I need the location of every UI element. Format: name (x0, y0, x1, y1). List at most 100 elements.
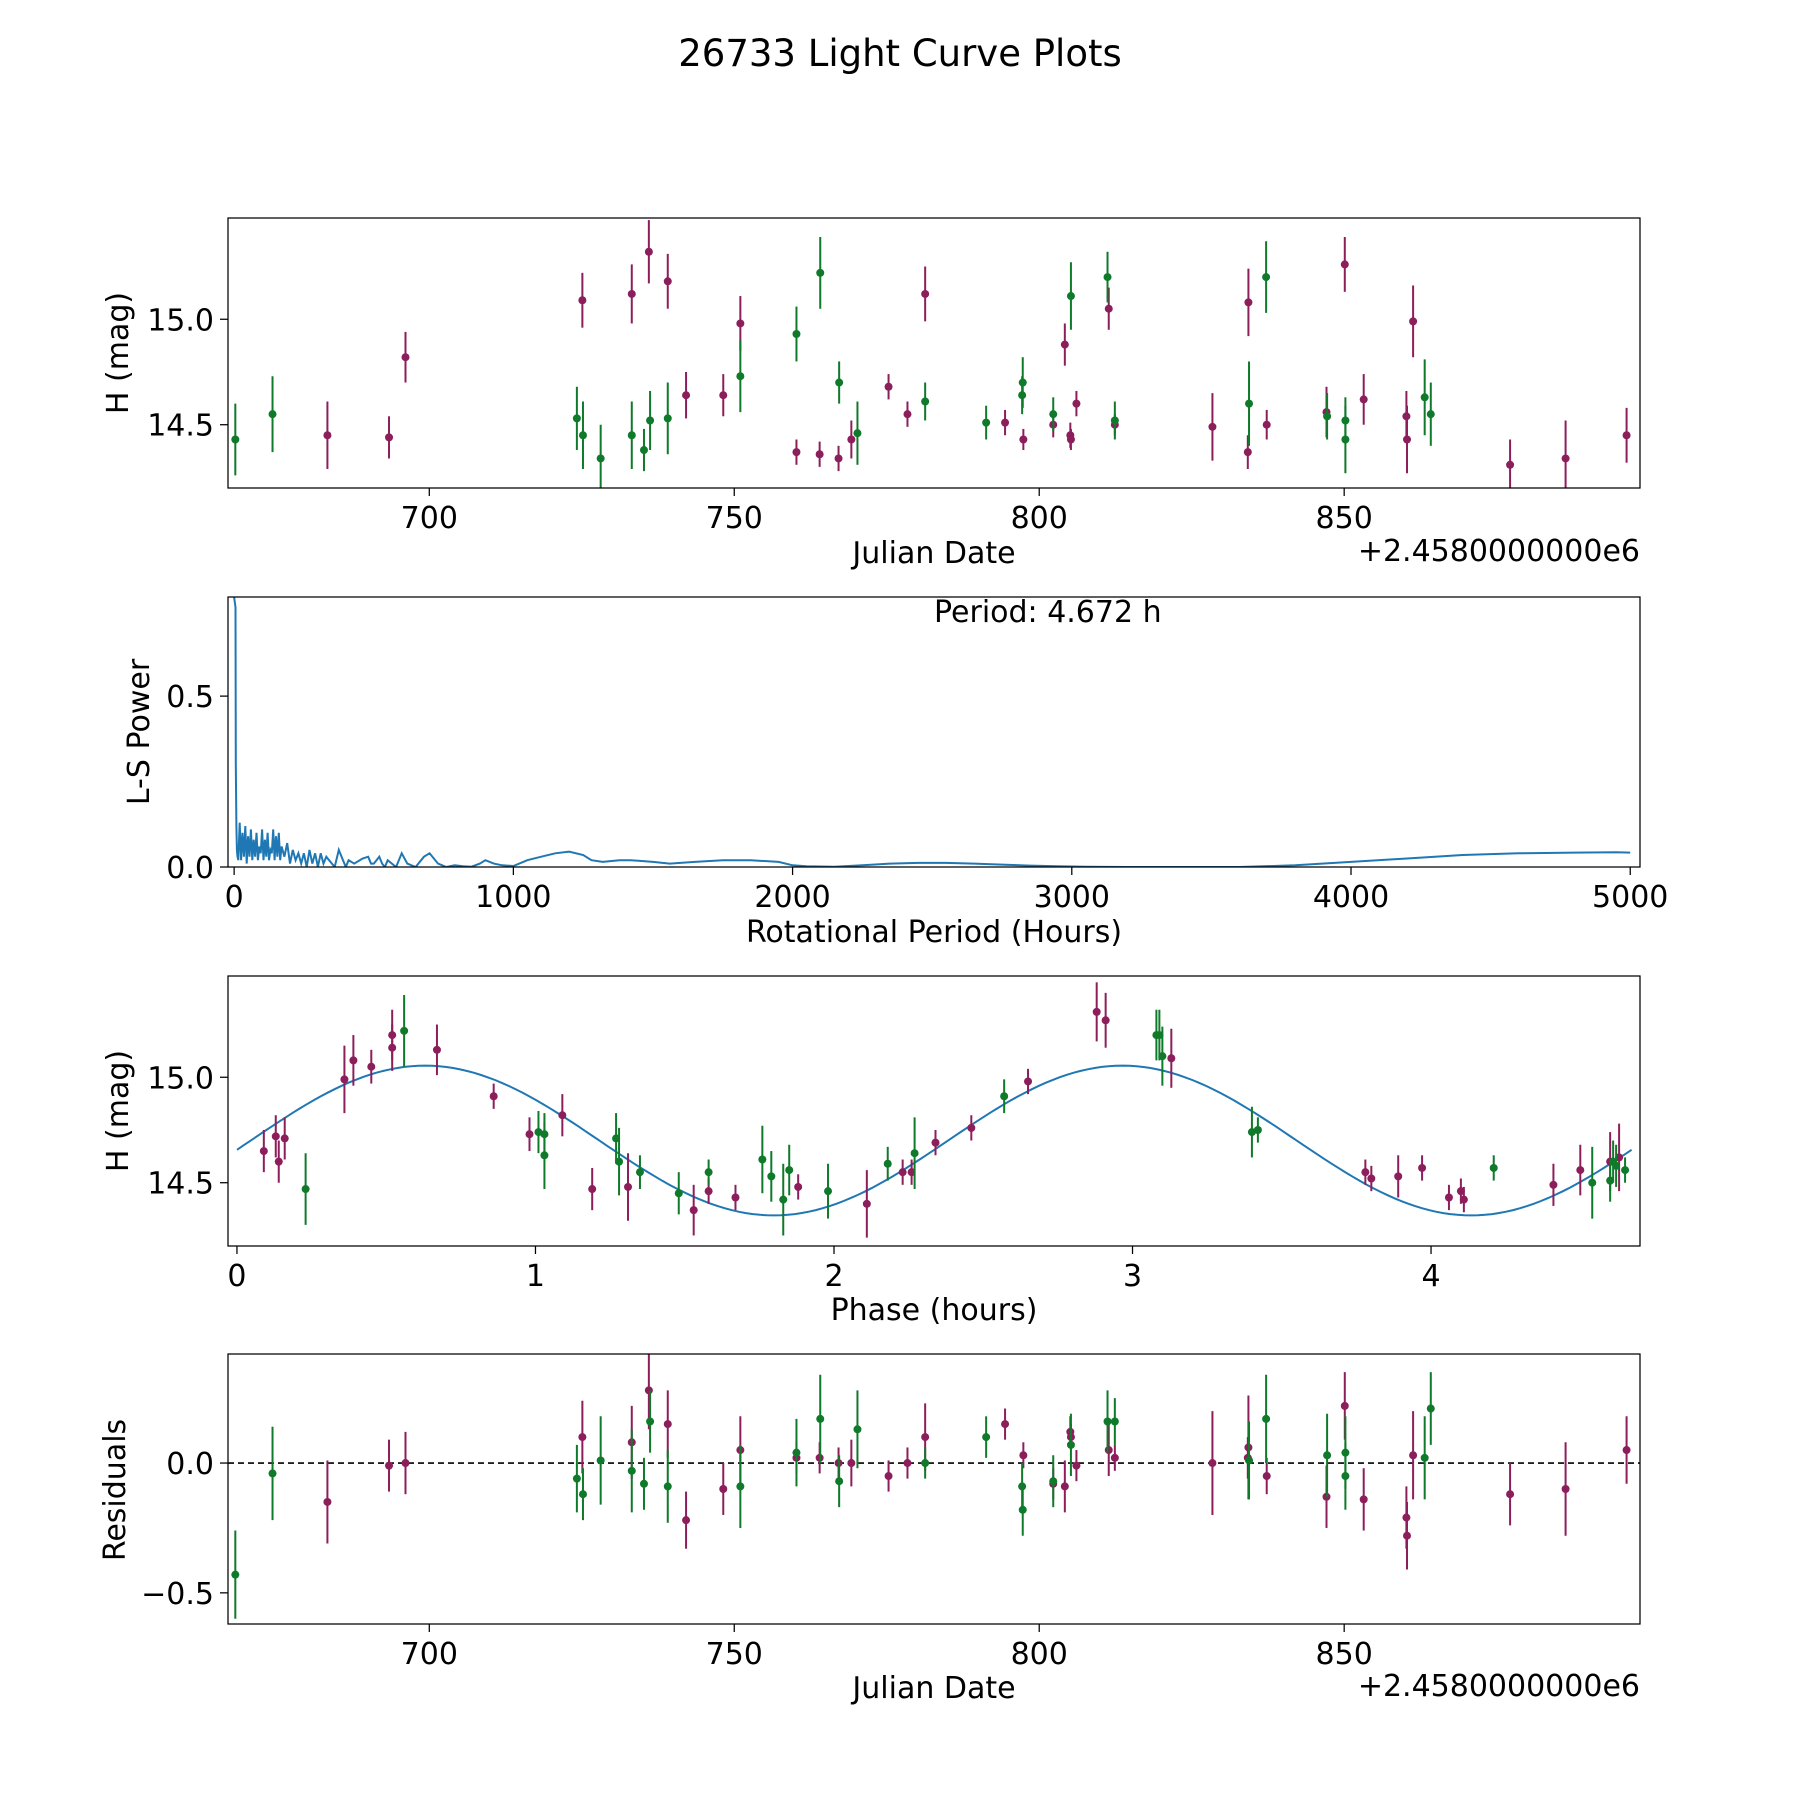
residuals-green-point (639, 1479, 648, 1488)
phase-curve-green-point (301, 1185, 310, 1194)
residuals-green-point (1018, 1505, 1027, 1514)
residuals-red-point (385, 1461, 394, 1470)
light-curve-green-point (268, 410, 277, 419)
phase-curve-red-point (1576, 1166, 1585, 1175)
light-curve-green-point (596, 454, 605, 463)
phase-curve-xlabel: Phase (hours) (831, 1293, 1038, 1328)
residuals-green-point (1245, 1456, 1254, 1465)
phase-curve-green-point (704, 1168, 713, 1177)
phase-curve-green-point (779, 1195, 788, 1204)
residuals-red-point (1340, 1401, 1349, 1410)
residuals-green-point (572, 1474, 581, 1483)
phase-curve-ytick-label: 15.0 (147, 1061, 214, 1096)
phase-curve-frame (227, 975, 1641, 1247)
phase-curve-green-point (767, 1172, 776, 1181)
phase-curve-xtick-label: 3 (1123, 1259, 1142, 1294)
phase-curve-green-point (824, 1187, 833, 1196)
residuals-green-point (1066, 1440, 1075, 1449)
phase-curve-ytick-label: 14.5 (147, 1167, 214, 1202)
phase-curve-green-point (785, 1166, 794, 1175)
panel-periodogram: 0 1000 2000 3000 4000 5000 0.0 0.5 Period: 4.67… (122, 595, 1668, 950)
residuals-ylabel: Residuals (98, 1419, 133, 1561)
phase-curve-green-point (674, 1189, 683, 1198)
light-curve-green-point (572, 414, 581, 423)
phase-curve-green-point (1253, 1125, 1262, 1134)
light-curve-xlabel: Julian Date (850, 536, 1015, 571)
figure-title: 26733 Light Curve Plots (678, 32, 1122, 75)
periodogram-xtick-label: 2000 (754, 880, 830, 915)
light-curve-red-point (1506, 460, 1515, 469)
residuals-red-point (1001, 1420, 1010, 1429)
light-curve-green-point (1426, 410, 1435, 419)
phase-curve-red-point (1167, 1054, 1176, 1063)
phase-curve-red-point (367, 1062, 376, 1071)
residuals-frame (227, 1353, 1641, 1625)
phase-curve-green-point (615, 1157, 624, 1166)
light-curve-red-point (663, 277, 672, 286)
residuals-green-point (1110, 1417, 1119, 1426)
light-curve-red-point (1208, 422, 1217, 431)
panel-light-curve: 700 750 800 850 14.5 15.0 Julian Date H (mag)… (101, 217, 1641, 571)
phase-curve-green-point (883, 1159, 892, 1168)
phase-curve-red-point (862, 1199, 871, 1208)
phase-curve-red-point (624, 1182, 633, 1191)
residuals-green-point (1341, 1472, 1350, 1481)
residuals-green-point (921, 1459, 930, 1468)
residuals-red-point (1262, 1472, 1271, 1481)
light-curve-green-point (1103, 273, 1112, 282)
light-curve-green-point (578, 431, 587, 440)
light-curve-red-point (1066, 435, 1075, 444)
phase-curve-xtick-label: 0 (227, 1259, 246, 1294)
residuals-green-point (982, 1433, 991, 1442)
residuals-xtick-label: 750 (706, 1637, 763, 1672)
light-curve-red-point (1340, 260, 1349, 269)
residuals-green-point (1420, 1453, 1429, 1462)
light-curve-red-point (1262, 420, 1271, 429)
light-curve-red-point (682, 391, 691, 400)
residuals-green-point (736, 1482, 745, 1491)
residuals-green-point (1323, 1451, 1332, 1460)
light-curve-green-point (1049, 410, 1058, 419)
residuals-xtick-label: 850 (1316, 1637, 1373, 1672)
light-curve-red-point (1244, 298, 1253, 307)
light-curve-red-point (1403, 435, 1412, 444)
light-curve-xtick-label: 700 (401, 501, 458, 536)
light-curve-red-point (1072, 399, 1081, 408)
periodogram-ylabel: L-S Power (122, 658, 157, 805)
panel-phase-curve: 0 1 2 3 4 14.5 15.0 Phase (hours) H (mag) (101, 975, 1641, 1328)
residuals-green-point (578, 1490, 587, 1499)
phase-curve-red-point (1418, 1163, 1427, 1172)
light-curve-red-point (1359, 395, 1368, 404)
residuals-xtick-label: 700 (401, 1637, 458, 1672)
residuals-xlabel: Julian Date (850, 1671, 1015, 1706)
phase-curve-green-point (758, 1155, 767, 1164)
light-curve-ytick-label: 14.5 (147, 409, 214, 444)
residuals-red-point (1072, 1461, 1081, 1470)
residuals-green-point (1103, 1417, 1112, 1426)
light-curve-green-point (982, 418, 991, 427)
phase-curve-red-point (1361, 1168, 1370, 1177)
phase-curve-green-point (1489, 1163, 1498, 1172)
residuals-green-point (646, 1417, 655, 1426)
light-curve-green-point (1245, 399, 1254, 408)
periodogram-frame (227, 596, 1641, 868)
phase-curve-xtick-label: 4 (1421, 1259, 1440, 1294)
phase-curve-green-point (1621, 1166, 1630, 1175)
light-curve-red-point (736, 319, 745, 328)
residuals-red-point (1359, 1495, 1368, 1504)
phase-curve-red-point (1092, 1007, 1101, 1016)
phase-curve-green-point (540, 1151, 549, 1160)
phase-curve-red-point (731, 1193, 740, 1202)
periodogram-xtick-label: 1000 (475, 880, 551, 915)
residuals-ytick-label: −0.5 (141, 1577, 214, 1612)
light-curve-red-point (1001, 418, 1010, 427)
phase-curve-green-point (400, 1026, 409, 1035)
residuals-red-point (1622, 1446, 1631, 1455)
light-curve-green-point (1110, 416, 1119, 425)
light-curve-red-point (884, 382, 893, 391)
residuals-green-point (853, 1425, 862, 1434)
residuals-red-point (1060, 1482, 1069, 1491)
periodogram-xtick-label: 3000 (1034, 880, 1110, 915)
phase-curve-red-point (588, 1185, 597, 1194)
